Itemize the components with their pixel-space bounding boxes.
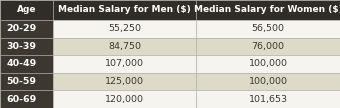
Bar	[197, 38, 340, 55]
Text: 125,000: 125,000	[105, 77, 144, 86]
Bar	[0, 55, 53, 73]
Bar	[53, 38, 197, 55]
Text: Age: Age	[17, 6, 36, 14]
Text: 50-59: 50-59	[6, 77, 36, 86]
Text: 107,000: 107,000	[105, 60, 144, 68]
Text: 84,750: 84,750	[108, 42, 141, 51]
Text: 20-29: 20-29	[6, 24, 36, 33]
Bar	[0, 90, 53, 108]
Bar	[0, 20, 53, 38]
Bar	[0, 73, 53, 90]
Text: 56,500: 56,500	[252, 24, 285, 33]
Bar	[53, 55, 197, 73]
Text: 101,653: 101,653	[249, 95, 288, 104]
Text: 76,000: 76,000	[252, 42, 285, 51]
Bar	[53, 0, 197, 20]
Bar	[197, 90, 340, 108]
Text: Median Salary for Women ($): Median Salary for Women ($)	[194, 6, 340, 14]
Bar	[53, 20, 197, 38]
Text: 100,000: 100,000	[249, 77, 288, 86]
Bar	[197, 0, 340, 20]
Text: 30-39: 30-39	[6, 42, 36, 51]
Text: 40-49: 40-49	[6, 60, 36, 68]
Bar	[197, 55, 340, 73]
Bar	[53, 90, 197, 108]
Bar	[0, 38, 53, 55]
Text: 120,000: 120,000	[105, 95, 144, 104]
Bar	[0, 0, 53, 20]
Text: 55,250: 55,250	[108, 24, 141, 33]
Bar	[53, 73, 197, 90]
Bar	[197, 73, 340, 90]
Text: 100,000: 100,000	[249, 60, 288, 68]
Text: Median Salary for Men ($): Median Salary for Men ($)	[58, 6, 191, 14]
Bar	[197, 20, 340, 38]
Text: 60-69: 60-69	[6, 95, 36, 104]
